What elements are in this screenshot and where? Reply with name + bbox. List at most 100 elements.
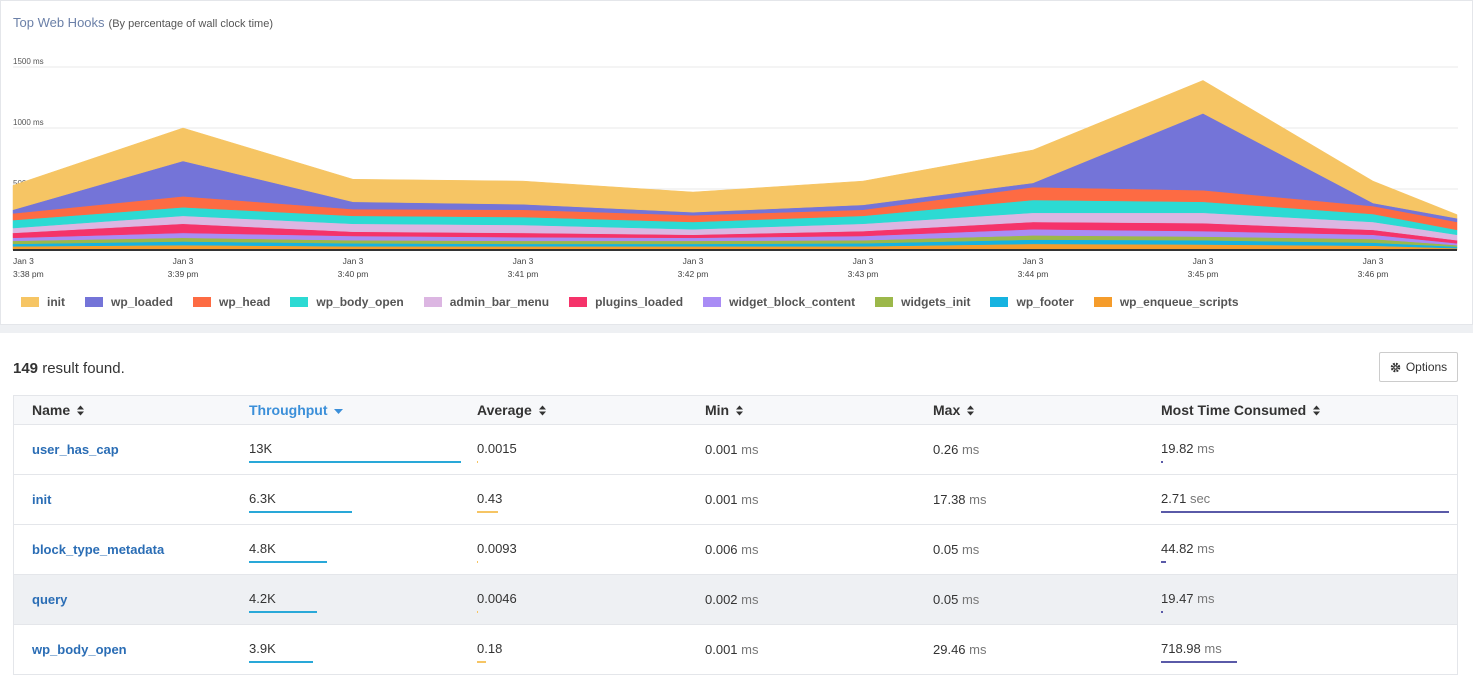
cell: 718.98 ms <box>1161 625 1458 674</box>
x-tick-label: Jan 3 <box>173 256 194 266</box>
unit: ms <box>961 542 980 557</box>
cell-value: 0.001 <box>705 442 738 457</box>
unit: ms <box>741 592 759 607</box>
column-header[interactable]: Average <box>477 402 705 418</box>
hook-name[interactable]: user_has_cap <box>32 442 119 457</box>
sort-icon <box>538 405 546 415</box>
x-tick-label: Jan 3 <box>343 256 364 266</box>
cell-value-wrap: 19.47 ms <box>1161 591 1215 606</box>
x-tick-label: 3:46 pm <box>1358 269 1389 279</box>
bar <box>1161 511 1449 513</box>
cell-value: 0.006 <box>705 542 738 557</box>
column-header[interactable]: Most Time Consumed <box>1161 402 1458 418</box>
legend-label: plugins_loaded <box>595 295 684 309</box>
cell: 0.001 ms <box>705 492 933 507</box>
x-tick-label: 3:38 pm <box>13 269 44 279</box>
x-tick-label: Jan 3 <box>13 256 34 266</box>
cell-value: 3.9K <box>249 641 276 656</box>
bar <box>249 611 318 613</box>
count-label: result found. <box>42 360 125 377</box>
cell-value-wrap: 44.82 ms <box>1161 541 1215 556</box>
cell-value: 44.82 <box>1161 541 1194 556</box>
unit: ms <box>1197 541 1215 556</box>
legend-item: widget_block_content <box>703 295 855 309</box>
cell-value: 0.0015 <box>477 441 517 456</box>
hook-name[interactable]: wp_body_open <box>32 642 127 657</box>
legend-item: widgets_init <box>875 295 970 309</box>
sort-icon <box>333 408 343 414</box>
chart-title: Top Web Hooks (By percentage of wall cloc… <box>13 15 273 30</box>
cell-value: 19.82 <box>1161 441 1194 456</box>
separator <box>0 325 1473 333</box>
cell-value: 0.0046 <box>477 591 517 606</box>
legend-item: plugins_loaded <box>569 295 683 309</box>
table-row: wp_body_open 3.9K 0.18 0.001 ms 29.46 ms 718.… <box>14 625 1457 675</box>
cell: 2.71 sec <box>1161 475 1458 524</box>
cell: 19.82 ms <box>1161 425 1458 474</box>
unit: ms <box>741 442 759 457</box>
x-tick-label: 3:39 pm <box>168 269 199 279</box>
table: Name Throughput Average Min Max Most Time Con… <box>13 395 1458 675</box>
cell: 0.26 ms <box>933 442 1161 457</box>
table-header: Name Throughput Average Min Max Most Time Con… <box>14 396 1457 425</box>
cell-value-wrap: 19.82 ms <box>1161 441 1215 456</box>
column-header[interactable]: Throughput <box>249 402 477 418</box>
x-tick-label: Jan 3 <box>683 256 704 266</box>
x-tick-label: 3:43 pm <box>848 269 879 279</box>
cell-value: 0.001 <box>705 642 738 657</box>
y-tick-label: 1500 ms <box>13 57 44 66</box>
bar <box>477 461 478 463</box>
column-header[interactable]: Max <box>933 402 1161 418</box>
chart: Top Web Hooks (By percentage of wall cloc… <box>12 15 1458 279</box>
table-row: init 6.3K 0.43 0.001 ms 17.38 ms 2.71 sec <box>14 475 1457 525</box>
cell: 0.0093 <box>477 525 705 574</box>
x-tick-label: Jan 3 <box>513 256 534 266</box>
bar <box>1161 611 1164 613</box>
area-init <box>12 80 1458 219</box>
bar <box>1161 661 1238 663</box>
legend-item: admin_bar_menu <box>423 295 549 309</box>
column-header[interactable]: Min <box>705 402 933 418</box>
cell: 0.002 ms <box>705 592 933 607</box>
bar <box>249 461 461 463</box>
cell-value-wrap: 4.8K <box>249 541 276 556</box>
legend-swatch <box>85 297 103 307</box>
bar <box>477 661 486 663</box>
column-header[interactable]: Name <box>32 402 249 418</box>
legend-item: init <box>21 295 65 309</box>
legend-swatch <box>875 297 894 307</box>
bar <box>1161 461 1164 463</box>
legend-item: wp_enqueue_scripts <box>1093 295 1239 309</box>
bar <box>477 611 478 613</box>
table-row: user_has_cap 13K 0.0015 0.001 ms 0.26 ms 19.8… <box>14 425 1457 475</box>
cell-value: 4.8K <box>249 541 276 556</box>
unit: ms <box>961 592 980 607</box>
legend-label: wp_head <box>219 295 271 309</box>
hook-name[interactable]: query <box>32 592 68 607</box>
cell-value: 17.38 <box>933 492 966 507</box>
column-title: Throughput <box>249 402 328 418</box>
legend-swatch <box>569 297 588 307</box>
cell-value-wrap: 2.71 sec <box>1161 491 1210 506</box>
cell-value-wrap: 0.0093 <box>477 541 517 556</box>
legend-swatch <box>423 297 442 307</box>
x-tick-label: 3:44 pm <box>1018 269 1049 279</box>
legend-item: wp_footer <box>990 295 1074 309</box>
cell: 29.46 ms <box>933 642 1161 657</box>
cell: 0.0046 <box>477 575 705 624</box>
hook-name[interactable]: block_type_metadata <box>32 542 165 557</box>
hook-name[interactable]: init <box>32 492 52 507</box>
column-title: Max <box>933 402 961 418</box>
legend-swatch <box>1093 297 1112 307</box>
bar <box>249 661 313 663</box>
legend-swatch <box>990 297 1009 307</box>
column-title: Name <box>32 402 71 418</box>
cell-value-wrap: 13K <box>249 441 272 456</box>
x-tick-label: 3:41 pm <box>508 269 539 279</box>
options-button[interactable]: Options <box>1379 352 1458 382</box>
cell-value-wrap: 0.0015 <box>477 441 517 456</box>
unit: ms <box>969 642 987 657</box>
cell-value-wrap: 0.18 <box>477 641 502 656</box>
y-tick-label: 1000 ms <box>13 118 44 127</box>
